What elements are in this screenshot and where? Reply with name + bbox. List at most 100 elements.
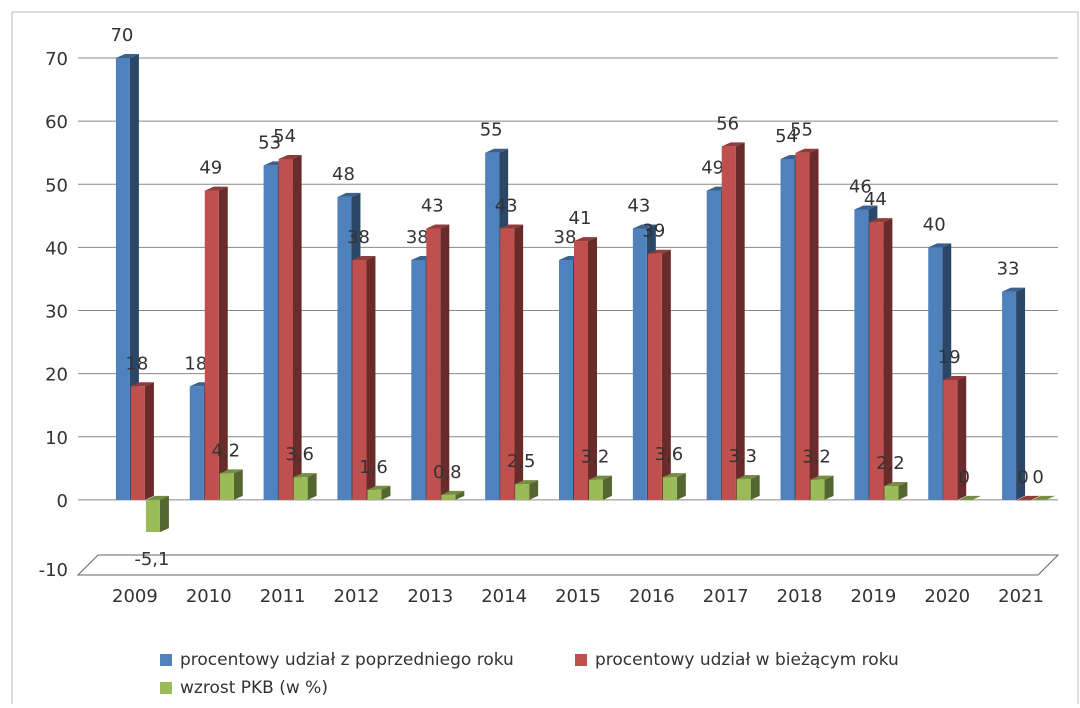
value-label: 3,2 — [802, 447, 831, 468]
value-label: 49 — [199, 158, 222, 179]
bar — [189, 386, 204, 500]
bar — [1032, 499, 1047, 501]
value-label: 0,8 — [433, 462, 462, 483]
bar-top — [958, 495, 982, 500]
bar-side — [750, 475, 760, 500]
value-label: 41 — [569, 208, 592, 229]
bar — [632, 228, 647, 500]
bar-side — [588, 237, 597, 500]
bar — [441, 494, 456, 500]
bar — [426, 228, 441, 500]
value-label: 2,5 — [507, 451, 536, 472]
x-tick-label: 2019 — [850, 586, 896, 607]
bar-top — [145, 495, 169, 500]
bar-top — [426, 224, 450, 229]
y-tick-label: 10 — [45, 428, 68, 449]
value-label: 3,3 — [728, 446, 757, 467]
bar-top — [647, 249, 671, 254]
bar-top — [632, 224, 656, 229]
bar-top — [278, 155, 302, 159]
bar-side — [366, 256, 376, 500]
x-tick-label: 2018 — [777, 586, 823, 607]
bar-top — [662, 473, 686, 478]
bar — [780, 159, 795, 500]
value-label: 38 — [554, 227, 577, 248]
value-label: 56 — [716, 113, 739, 134]
value-label: 53 — [258, 132, 281, 153]
legend-swatch — [160, 682, 172, 694]
value-label: 55 — [480, 120, 503, 141]
value-label: 55 — [790, 120, 813, 141]
x-tick-label: 2016 — [629, 586, 675, 607]
bar — [647, 253, 662, 500]
bar-top — [928, 243, 952, 248]
bar — [219, 473, 234, 500]
bar — [411, 260, 426, 500]
bar — [869, 222, 884, 500]
bar-top — [589, 475, 612, 480]
bar-side — [1016, 287, 1026, 500]
value-label: 3,6 — [285, 444, 314, 465]
bar-top — [219, 469, 243, 474]
y-tick-label: 30 — [45, 302, 68, 323]
bar — [293, 477, 308, 500]
bar-top — [293, 473, 317, 478]
frame — [11, 11, 1079, 708]
bar-top — [574, 237, 597, 242]
bar-side — [144, 382, 154, 500]
value-label: 18 — [184, 353, 207, 374]
value-label: 40 — [923, 214, 946, 235]
bar-side — [898, 481, 908, 500]
y-tick-label: 50 — [45, 175, 68, 196]
x-tick-label: 2021 — [998, 586, 1044, 607]
bar — [928, 247, 943, 500]
bar — [662, 477, 677, 500]
bar-top — [1017, 495, 1041, 500]
bar — [884, 485, 899, 500]
bar-side — [440, 224, 450, 500]
value-label: 43 — [627, 195, 650, 216]
value-label: 38 — [406, 227, 429, 248]
x-tick-label: 2011 — [260, 586, 306, 607]
bar — [721, 146, 736, 500]
bar — [589, 479, 603, 500]
bar — [958, 499, 973, 501]
bar-side — [676, 473, 686, 500]
value-label: -5,1 — [134, 549, 169, 570]
bar-top — [884, 481, 908, 486]
bar — [1017, 499, 1032, 501]
value-label: 0 — [1032, 467, 1043, 488]
legend-label: procentowy udział w bieżącym roku — [595, 650, 899, 670]
y-tick-label: 60 — [45, 112, 68, 133]
value-label: 0 — [959, 467, 970, 488]
bar-top — [515, 480, 539, 485]
bar-side — [233, 469, 243, 500]
bar — [115, 58, 130, 500]
bar — [559, 260, 573, 500]
x-tick-label: 2014 — [481, 586, 527, 607]
bar — [736, 479, 751, 500]
legend-swatch — [575, 654, 587, 666]
bar — [352, 260, 367, 500]
bar-side — [307, 473, 317, 500]
bar — [706, 190, 721, 500]
bar-top — [854, 205, 878, 210]
legend-label: procentowy udział z poprzedniego roku — [180, 650, 514, 670]
bar-top — [1032, 495, 1056, 500]
bar — [943, 379, 958, 500]
bar-top — [736, 475, 760, 480]
bar — [367, 489, 382, 500]
value-label: 44 — [864, 189, 887, 210]
bar-top — [795, 148, 819, 153]
value-label: 33 — [997, 259, 1020, 280]
y-tick-label: 0 — [57, 491, 68, 512]
bar-top — [485, 148, 509, 153]
value-label: 2,2 — [876, 453, 905, 474]
x-tick-label: 2010 — [186, 586, 232, 607]
bar-side — [661, 249, 671, 500]
bar — [337, 196, 352, 500]
bar-side — [529, 480, 539, 500]
bar-top — [115, 54, 139, 58]
bar-side — [809, 148, 819, 500]
